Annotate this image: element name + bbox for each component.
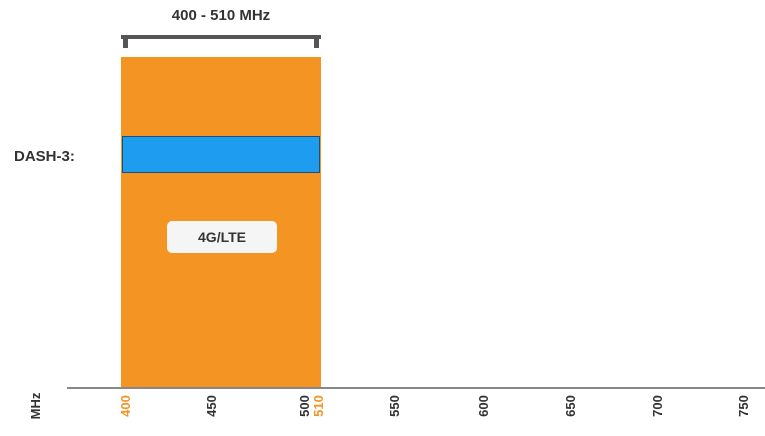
tick-label-750: 750	[736, 395, 751, 417]
bracket-cap-left	[123, 35, 128, 48]
bracket-cap-right	[314, 35, 319, 48]
axis-line	[67, 387, 765, 389]
bracket-bar	[121, 35, 321, 39]
device-bar	[122, 136, 320, 173]
tick-label-550: 550	[387, 395, 402, 417]
device-label: DASH-3:	[14, 148, 75, 165]
tick-label-510: 510	[311, 395, 326, 417]
tick-label-400: 400	[118, 395, 133, 417]
tick-label-450: 450	[204, 395, 219, 417]
range-label: 400 - 510 MHz	[171, 7, 271, 24]
tick-label-600: 600	[476, 395, 491, 417]
tick-label-650: 650	[563, 395, 578, 417]
tick-label-700: 700	[650, 395, 665, 417]
tick-label-500: 500	[297, 395, 312, 417]
technology-badge: 4G/LTE	[167, 221, 277, 253]
range-bracket	[121, 30, 321, 48]
axis-unit-label: MHz	[28, 392, 43, 420]
